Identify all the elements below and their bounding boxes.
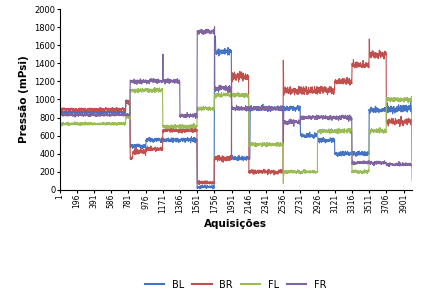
Y-axis label: Pressão (mPsi): Pressão (mPsi) — [19, 56, 28, 143]
X-axis label: Aquisições: Aquisições — [204, 219, 267, 229]
Legend: BL, BR, FL, FR: BL, BR, FL, FR — [141, 276, 331, 293]
